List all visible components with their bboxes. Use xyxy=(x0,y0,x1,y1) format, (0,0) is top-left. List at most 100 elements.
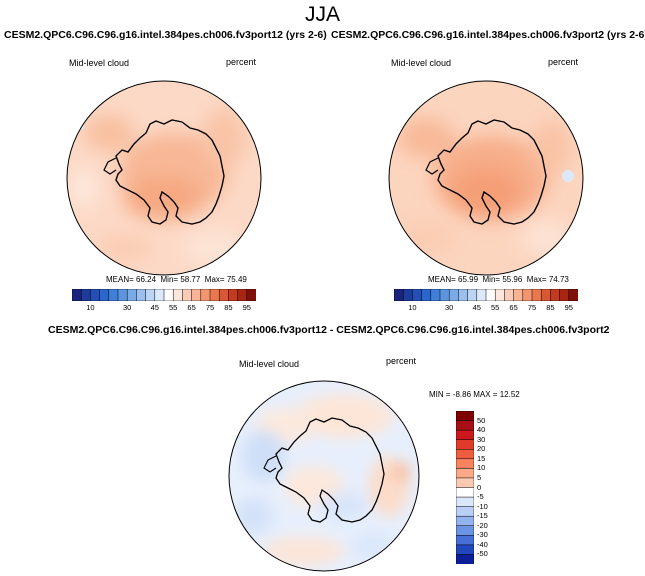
panel3-min-value: -8.86 xyxy=(452,390,472,399)
panel1-colorbar-swatch xyxy=(246,289,256,301)
panel3-colorbar-labels: 50 40 30 20 15 10 5 0 -5 -10 -15 -20 -30 -40 -50 xyxy=(477,411,507,564)
panel3-colorbar-swatch xyxy=(456,449,474,460)
panel2-colorbar-swatch xyxy=(522,289,533,301)
panel2-colorbar-swatch xyxy=(531,289,542,301)
panel1-colorbar-swatch xyxy=(182,289,193,301)
panel2-field-patches xyxy=(396,118,571,256)
panel1-colorbar-tick-label: 45 xyxy=(150,303,159,312)
panel3-colorbar-tick-label: 0 xyxy=(477,482,482,492)
panel3-colorbar-tick-label: 5 xyxy=(477,472,482,482)
panel1-antarctica-coastline xyxy=(115,119,225,225)
panel2-colorbar-tick-label: 45 xyxy=(472,303,481,312)
panel3-colorbar-tick-label: 15 xyxy=(477,453,486,463)
panel1-title: CESM2.QPC6.C96.C96.g16.intel.384pes.ch00… xyxy=(4,29,327,41)
panel1-colorbar-tick-label: 95 xyxy=(242,303,251,312)
panel3-colorbar-tick-label: -15 xyxy=(477,511,488,521)
panel3-colorbar-tick-label: -10 xyxy=(477,501,488,511)
panel3-colorbar xyxy=(456,411,474,564)
panel3-colorbar-tick-label: -40 xyxy=(477,539,488,549)
panel2-colorbar-tick-label: 55 xyxy=(491,303,500,312)
panel3-colorbar-tick-label: -50 xyxy=(477,549,488,559)
panel1-mean-label: MEAN= xyxy=(106,275,134,284)
panel2-colorbar-tick-label: 10 xyxy=(408,303,417,312)
panel2-colorbar-swatch xyxy=(421,289,432,301)
panel3-colorbar-swatch xyxy=(456,487,474,498)
panel3-colorbar-swatch xyxy=(456,411,474,422)
panel2-colorbar-swatch xyxy=(513,289,524,301)
panel3-colorbar-tick-label: 40 xyxy=(477,425,486,435)
panel3-colorbar-swatch xyxy=(456,477,474,489)
panel1-mean-value: 66.24 xyxy=(136,275,157,284)
panel3-colorbar-tick-label: 30 xyxy=(477,434,486,444)
panel3-variable-label: Mid-level cloud xyxy=(239,359,300,369)
panel1-colorbar-swatch xyxy=(126,289,137,301)
panel1-colorbar-tick-label: 85 xyxy=(224,303,233,312)
panel2-colorbar-swatch xyxy=(412,289,423,301)
panel3-max-value: 12.52 xyxy=(499,390,520,399)
panel2-colorbar-tick-label: 75 xyxy=(527,303,537,312)
panel2-colorbar-swatch xyxy=(467,289,478,301)
panel1-colorbar-swatch xyxy=(80,289,91,301)
panel2-max-label: Max= xyxy=(526,275,547,284)
panel2-max-value: 74.73 xyxy=(548,275,569,284)
panel3-max-label: MAX = xyxy=(473,390,498,399)
panel1-colorbar-swatch xyxy=(117,289,128,301)
panel1-map-border xyxy=(66,80,262,276)
panel3-colorbar-swatch xyxy=(456,515,474,527)
panel1-colorbar-tick-label: 55 xyxy=(169,303,178,312)
panel2-title: CESM2.QPC6.C96.C96.g16.intel.384pes.ch00… xyxy=(331,29,645,41)
panel3-colorbar-tick-label: 50 xyxy=(477,415,486,425)
panel1-colorbar-swatch xyxy=(145,289,156,301)
panel2-colorbar-tick-label: 65 xyxy=(509,303,518,312)
panel2-colorbar-swatch xyxy=(559,289,570,301)
panel1-colorbar-tick-label: 75 xyxy=(205,303,215,312)
panel1-colorbar-tick-label: 65 xyxy=(187,303,196,312)
panel3-title: CESM2.QPC6.C96.C96.g16.intel.384pes.ch00… xyxy=(48,324,610,336)
panel3-colorbar-swatch xyxy=(456,468,474,479)
panel3-colorbar-tick-label: 10 xyxy=(477,463,486,473)
panel3-colorbar-swatch xyxy=(456,544,474,555)
panel1-min-value: 58.77 xyxy=(180,275,201,284)
panel3-colorbar-tick-label: 20 xyxy=(477,444,486,454)
panel2-colorbar-swatch xyxy=(448,289,459,301)
panel2-colorbar-swatch xyxy=(458,289,469,301)
panel1-colorbar-tick-label: 10 xyxy=(86,303,95,312)
panel2-colorbar-swatch xyxy=(394,289,404,301)
panel3-units-label: percent xyxy=(386,356,417,366)
panel1-colorbar-swatch xyxy=(200,289,211,301)
panel3-colorbar-swatch xyxy=(456,506,474,517)
panel1-max-label: Max= xyxy=(204,275,225,284)
panel3-colorbar-swatch xyxy=(456,535,474,546)
panel3-colorbar-swatch xyxy=(456,554,474,564)
panel2-antarctica-coastline xyxy=(437,119,547,225)
panel1-colorbar-swatch xyxy=(191,289,202,301)
panel1-colorbar-swatch xyxy=(228,289,239,301)
panel2-colorbar-tick-label: 85 xyxy=(546,303,555,312)
panel2-colorbar-tick-label: 95 xyxy=(564,303,573,312)
panel1-colorbar-swatch xyxy=(209,289,220,301)
panel1-min-label: Min= xyxy=(160,275,179,284)
panel1-colorbar-swatch xyxy=(99,289,110,301)
panel2-variable-label: Mid-level cloud xyxy=(391,58,452,68)
panel2-colorbar-swatch xyxy=(568,289,578,301)
panel2-mean-label: MEAN= xyxy=(428,275,456,284)
panel1-colorbar-swatch xyxy=(163,289,174,301)
panel2-colorbar-swatch xyxy=(476,289,487,301)
panel2-min-value: 55.96 xyxy=(502,275,523,284)
panel2-colorbar-labels: 10 30 45 55 65 75 85 95 xyxy=(394,303,578,315)
panel1-colorbar-tick-label: 30 xyxy=(123,303,132,312)
panel2-map xyxy=(388,80,584,276)
panel2-colorbar-swatch xyxy=(540,289,551,301)
panel1-stats: MEAN= 66.24 Min= 58.77 Max= 75.49 xyxy=(106,275,247,284)
panel1-colorbar-swatch xyxy=(108,289,119,301)
panel3-colorbar-swatch xyxy=(456,420,474,431)
page-title: JJA xyxy=(304,3,340,26)
panel3-colorbar-swatch xyxy=(456,458,474,469)
panel1-colorbar-swatch xyxy=(90,289,101,301)
panel1-colorbar xyxy=(72,289,256,301)
panel1-colorbar-swatch xyxy=(172,289,183,301)
panel1-variable-label: Mid-level cloud xyxy=(69,58,130,68)
panel1-units-label: percent xyxy=(226,57,257,67)
panel2-colorbar-swatch xyxy=(402,289,413,301)
panel2-colorbar-swatch xyxy=(439,289,450,301)
